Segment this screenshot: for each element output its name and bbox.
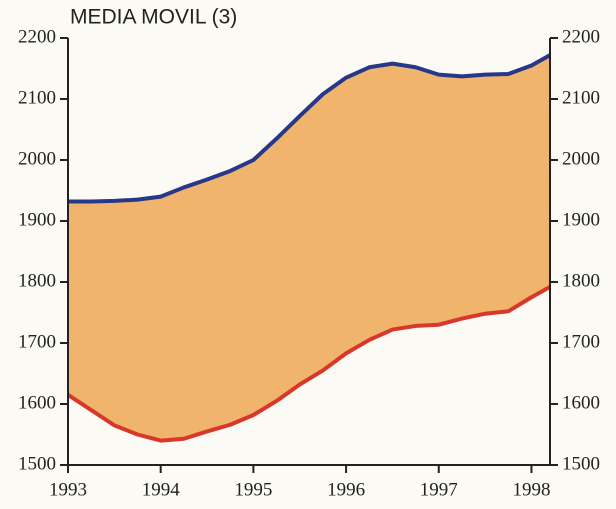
- y-tick-label: 1900: [18, 209, 56, 230]
- y-tick-label: 1600: [18, 392, 56, 413]
- series-line: [66, 285, 551, 443]
- series-line: [68, 53, 551, 204]
- y-tick-label-right: 1900: [562, 209, 600, 230]
- chart-title: MEDIA MOVIL (3): [70, 6, 237, 29]
- y-tick-label: 2200: [18, 26, 56, 47]
- y-tick-label: 2100: [18, 87, 56, 108]
- y-tick-label: 2000: [18, 148, 56, 169]
- y-tick-label: 1700: [18, 331, 56, 352]
- y-tick-label-right: 1500: [562, 453, 600, 474]
- y-tick-label-right: 2000: [562, 148, 600, 169]
- band-area: [68, 55, 550, 441]
- y-tick-label-right: 1600: [562, 392, 600, 413]
- y-tick-label: 1500: [18, 453, 56, 474]
- y-tick-label-right: 1700: [562, 331, 600, 352]
- x-tick-label: 1998: [512, 479, 550, 500]
- x-tick-label: 1993: [49, 479, 87, 500]
- y-tick-label-right: 2200: [562, 26, 600, 47]
- x-tick-label: 1996: [327, 479, 365, 500]
- y-tick-label-right: 1800: [562, 270, 600, 291]
- x-tick-label: 1994: [142, 479, 181, 500]
- y-tick-label: 1800: [18, 270, 56, 291]
- x-tick-label: 1997: [420, 479, 458, 500]
- x-tick-label: 1995: [234, 479, 272, 500]
- y-tick-label-right: 2100: [562, 87, 600, 108]
